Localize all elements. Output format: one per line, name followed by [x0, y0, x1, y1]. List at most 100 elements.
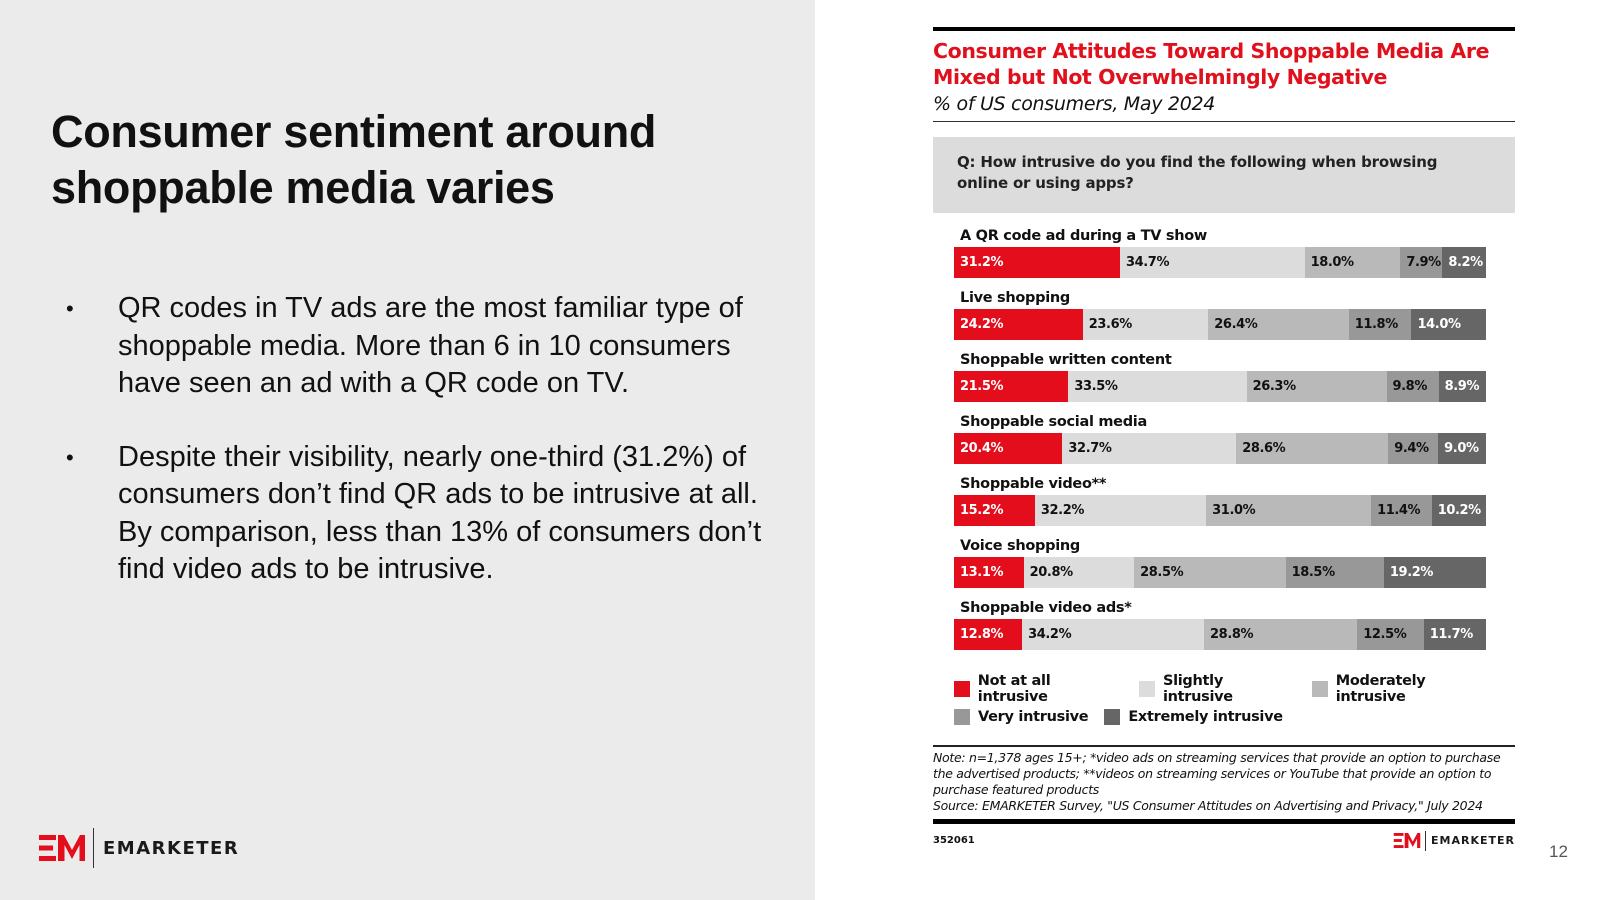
bar-value-label: 24.2%: [960, 317, 1004, 332]
chart-bottom-rule: [933, 818, 1515, 824]
chart-source: Source: EMARKETER Survey, "US Consumer A…: [933, 797, 1483, 813]
bullet-item: • QR codes in TV ads are the most famili…: [66, 290, 766, 403]
chart-id: 352061: [933, 835, 975, 846]
bar-track: 20.4% 32.7% 28.6% 9.4% 9.0%: [954, 433, 1486, 464]
bar-value-label: 11.7%: [1429, 627, 1474, 642]
bar-row: Shoppable video ads* 12.8% 34.2% 28.8% 12.5%…: [954, 595, 1486, 657]
bullet-text: Despite their visibility, nearly one-thi…: [118, 440, 762, 586]
bar-value-label: 21.5%: [960, 379, 1004, 394]
bar-value-label: 18.0%: [1310, 255, 1355, 270]
logo-wordmark: EMARKETER: [1431, 834, 1515, 847]
bar-value-label: 28.5%: [1140, 565, 1184, 580]
slide-title: Consumer sentiment around shoppable medi…: [51, 106, 657, 213]
em-logo-icon: [39, 835, 85, 861]
bar-segment-moderately-intrusive: 28.5%: [1134, 557, 1286, 588]
bar-segment-slightly-intrusive: 34.2%: [1022, 619, 1205, 650]
bar-category-label: Shoppable video**: [960, 476, 1107, 492]
bar-segment-not-at-all-intrusive: 20.4%: [954, 433, 1063, 464]
bar-segment-very-intrusive: 11.8%: [1348, 309, 1412, 340]
bar-segment-very-intrusive: 7.9%: [1400, 247, 1443, 278]
bar-row: Shoppable social media 20.4% 32.7% 28.6% 9.4…: [954, 409, 1486, 471]
bar-track: 13.1% 20.8% 28.5% 18.5% 19.2%: [954, 557, 1486, 588]
bar-value-label: 9.4%: [1394, 441, 1429, 456]
bar-segment-moderately-intrusive: 26.3%: [1246, 371, 1387, 402]
bar-segment-extremely-intrusive: 19.2%: [1383, 557, 1486, 588]
legend-swatch-icon: [954, 709, 970, 725]
bar-track: 15.2% 32.2% 31.0% 11.4% 10.2%: [954, 495, 1486, 526]
legend-swatch-icon: [954, 681, 970, 697]
bar-segment-not-at-all-intrusive: 21.5%: [954, 371, 1069, 402]
bullet-list: • QR codes in TV ads are the most famili…: [66, 290, 766, 625]
bar-segment-slightly-intrusive: 32.2%: [1034, 495, 1207, 526]
chart-notes: Note: n=1,378 ages 15+; *video ads on st…: [933, 750, 1515, 814]
bar-value-label: 7.9%: [1406, 255, 1441, 270]
bar-segment-extremely-intrusive: 8.9%: [1438, 371, 1486, 402]
bar-value-label: 34.7%: [1125, 255, 1170, 270]
bar-segment-slightly-intrusive: 33.5%: [1068, 371, 1247, 402]
bar-value-label: 12.8%: [960, 627, 1004, 642]
legend-swatch-icon: [1139, 681, 1155, 697]
page-number: 12: [1549, 842, 1568, 861]
bar-row: Shoppable video** 15.2% 32.2% 31.0% 11.4% 10.…: [954, 471, 1486, 533]
bar-value-label: 13.1%: [960, 565, 1004, 580]
legend-swatch-icon: [1104, 709, 1121, 725]
bar-row: A QR code ad during a TV show 31.2% 34.7% 1…: [954, 223, 1486, 285]
bar-value-label: 20.4%: [960, 441, 1004, 456]
bullet-icon: •: [66, 296, 74, 321]
bar-row: Shoppable written content 21.5% 33.5% 26.3%…: [954, 347, 1486, 409]
bar-segment-not-at-all-intrusive: 12.8%: [954, 619, 1023, 650]
bar-segment-extremely-intrusive: 11.7%: [1423, 619, 1486, 650]
bar-value-label: 33.5%: [1074, 379, 1118, 394]
bar-category-label: Shoppable social media: [960, 414, 1147, 430]
bar-segment-not-at-all-intrusive: 31.2%: [954, 247, 1120, 278]
survey-question: Q: How intrusive do you find the followi…: [933, 137, 1515, 213]
bar-value-label: 15.2%: [960, 503, 1004, 518]
bar-segment-moderately-intrusive: 18.0%: [1304, 247, 1401, 278]
bar-value-label: 10.2%: [1437, 503, 1482, 518]
bar-track: 31.2% 34.7% 18.0% 7.9% 8.2%: [954, 247, 1486, 278]
chart-title: Consumer Attitudes Toward Shoppable Medi…: [933, 39, 1490, 89]
bullet-item: • Despite their visibility, nearly one-t…: [66, 439, 766, 589]
stacked-bar-chart: A QR code ad during a TV show 31.2% 34.7% 1…: [954, 223, 1486, 657]
bar-category-label: Voice shopping: [960, 538, 1080, 554]
bar-value-label: 28.6%: [1242, 441, 1286, 456]
legend-label: Moderately intrusive: [1335, 673, 1426, 705]
bar-value-label: 9.8%: [1392, 379, 1428, 394]
bar-value-label: 11.8%: [1354, 317, 1399, 332]
bar-value-label: 31.0%: [1212, 503, 1256, 518]
legend-row: Not at all intrusive Slightly intrusive Mo…: [954, 673, 1514, 705]
bar-value-label: 8.9%: [1444, 379, 1480, 394]
legend-label: Slightly intrusive: [1162, 673, 1233, 705]
bar-category-label: Live shopping: [960, 290, 1070, 306]
legend-item: Not at all intrusive: [954, 673, 1123, 705]
bar-segment-very-intrusive: 18.5%: [1285, 557, 1384, 588]
bar-segment-very-intrusive: 9.4%: [1388, 433, 1439, 464]
bar-segment-very-intrusive: 12.5%: [1357, 619, 1424, 650]
bar-row: Live shopping 24.2% 23.6% 26.4% 11.8% 14.0%: [954, 285, 1486, 347]
bar-value-label: 26.3%: [1252, 379, 1297, 394]
bar-segment-not-at-all-intrusive: 24.2%: [954, 309, 1083, 340]
bar-segment-very-intrusive: 11.4%: [1371, 495, 1432, 526]
bar-value-label: 26.4%: [1214, 317, 1258, 332]
bar-segment-moderately-intrusive: 26.4%: [1208, 309, 1349, 340]
bar-segment-moderately-intrusive: 28.8%: [1204, 619, 1358, 650]
bar-segment-not-at-all-intrusive: 13.1%: [954, 557, 1024, 588]
bar-track: 12.8% 34.2% 28.8% 12.5% 11.7%: [954, 619, 1486, 650]
bar-track: 21.5% 33.5% 26.3% 9.8% 8.9%: [954, 371, 1486, 402]
bar-value-label: 20.8%: [1029, 565, 1074, 580]
legend-label: Extremely intrusive: [1128, 709, 1283, 725]
bar-category-label: A QR code ad during a TV show: [960, 228, 1208, 244]
logo-wordmark: EMARKETER: [103, 837, 240, 859]
bar-track: 24.2% 23.6% 26.4% 11.8% 14.0%: [954, 309, 1486, 340]
chart-top-rule: [933, 27, 1515, 31]
legend-item: Very intrusive: [954, 709, 1089, 725]
legend-item: Slightly intrusive: [1139, 673, 1296, 705]
bar-category-label: Shoppable written content: [960, 352, 1172, 368]
chart-card: Consumer Attitudes Toward Shoppable Medi…: [933, 27, 1515, 852]
emarketer-logo: EMARKETER: [39, 828, 239, 868]
bar-value-label: 32.2%: [1040, 503, 1085, 518]
bar-segment-moderately-intrusive: 31.0%: [1206, 495, 1372, 526]
bar-segment-very-intrusive: 9.8%: [1386, 371, 1439, 402]
bar-segment-extremely-intrusive: 10.2%: [1431, 495, 1486, 526]
chart-subtitle: % of US consumers, May 2024: [933, 93, 1216, 115]
